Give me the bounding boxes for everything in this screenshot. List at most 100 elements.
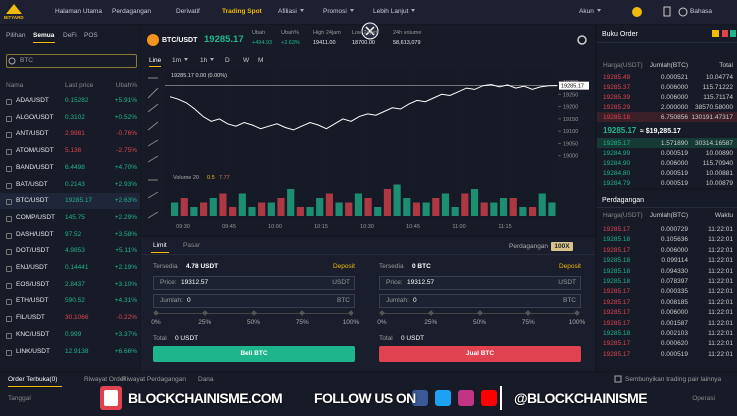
star[interactable] bbox=[6, 215, 12, 222]
total: 0 USDT bbox=[401, 335, 425, 342]
price-line bbox=[169, 83, 558, 131]
star[interactable] bbox=[6, 266, 12, 272]
pair-name: LINK/USDT bbox=[16, 347, 50, 355]
nav-item[interactable]: Derivatif bbox=[176, 8, 200, 15]
star[interactable] bbox=[6, 182, 12, 189]
nav-item[interactable]: Lebih Lanjut bbox=[373, 8, 415, 16]
search-box[interactable] bbox=[6, 54, 137, 68]
volume-bar bbox=[306, 207, 314, 216]
interval[interactable]: 1h bbox=[200, 57, 214, 65]
star[interactable] bbox=[6, 149, 12, 156]
bid-row: 1.571890 bbox=[660, 140, 688, 147]
amount-input[interactable] bbox=[379, 294, 581, 308]
star[interactable] bbox=[6, 99, 12, 105]
change: +4.70% bbox=[114, 163, 137, 171]
volume-bar bbox=[519, 207, 527, 216]
star[interactable] bbox=[6, 332, 12, 339]
chart-type[interactable]: Line bbox=[149, 57, 162, 64]
orders-tab[interactable]: Order Terbuka(0) bbox=[8, 376, 58, 383]
change: +2.63% bbox=[114, 197, 137, 205]
stat-value: 58,613,079 bbox=[393, 40, 421, 46]
change: +5.11% bbox=[115, 247, 137, 255]
nav-item[interactable]: Trading Spot bbox=[222, 8, 262, 15]
asks-view-icon[interactable] bbox=[722, 30, 728, 37]
price-input[interactable] bbox=[153, 276, 355, 290]
nav-item[interactable]: Perdagangan bbox=[112, 8, 152, 15]
nav-item[interactable]: Halaman Utama bbox=[55, 8, 102, 15]
submit-button[interactable] bbox=[379, 346, 581, 362]
language-menu[interactable]: Bahasa bbox=[690, 8, 713, 15]
order-tab[interactable]: Limit bbox=[153, 242, 167, 249]
interval[interactable]: 1m bbox=[172, 57, 188, 65]
last-price: 0.15282 bbox=[65, 97, 89, 104]
ask-row: 6.750856 bbox=[660, 114, 688, 121]
volume-bar bbox=[528, 207, 537, 216]
order-tab[interactable]: Pasar bbox=[183, 242, 200, 249]
deposit-link[interactable]: Deposit bbox=[332, 263, 355, 270]
trade-row: 11:22:01 bbox=[708, 278, 733, 285]
nav-item[interactable]: Promosi bbox=[323, 8, 354, 16]
price-input[interactable] bbox=[379, 276, 581, 290]
interval[interactable]: M bbox=[258, 57, 264, 64]
market-tab[interactable]: Pilihan bbox=[6, 32, 26, 39]
ask-depth bbox=[597, 112, 737, 122]
input-value: 0 bbox=[187, 297, 191, 304]
ask-row: 19285.49 bbox=[603, 74, 631, 81]
hide-checkbox[interactable] bbox=[614, 375, 622, 383]
trade-row: 0.000729 bbox=[660, 226, 688, 233]
orders-column: Operasi bbox=[692, 395, 715, 402]
star[interactable] bbox=[6, 115, 12, 122]
youtube-icon bbox=[481, 390, 497, 406]
volume-bar bbox=[403, 198, 411, 216]
input-value: 0 bbox=[413, 297, 417, 304]
interval[interactable]: W bbox=[243, 57, 250, 64]
star[interactable] bbox=[6, 132, 12, 139]
market-tab[interactable]: DeFi bbox=[63, 32, 77, 39]
x-tick-label: 10:15 bbox=[314, 224, 328, 230]
star[interactable] bbox=[6, 249, 12, 256]
available-label: Tersedia bbox=[153, 263, 178, 270]
market-tab[interactable]: Semua bbox=[33, 32, 55, 39]
submit-label[interactable]: Beli BTC bbox=[240, 350, 268, 357]
orders-tab[interactable]: Riwayat Perdagangan bbox=[122, 376, 186, 383]
trade-row: 11:22:01 bbox=[708, 340, 733, 348]
book-view-icon[interactable] bbox=[712, 30, 719, 37]
change: +2.19% bbox=[114, 264, 137, 271]
market-tab[interactable]: POS bbox=[84, 32, 98, 39]
ask-row: 19285.39 bbox=[603, 94, 631, 101]
volume-bar bbox=[383, 189, 392, 216]
column-header: Total bbox=[719, 62, 733, 69]
orders-tab[interactable]: Riwayat Order bbox=[84, 376, 126, 383]
volume-bar bbox=[171, 202, 179, 216]
volume-bar bbox=[209, 198, 217, 216]
stat-value: +494.93 bbox=[252, 40, 273, 46]
star[interactable] bbox=[6, 349, 12, 356]
star[interactable] bbox=[6, 199, 12, 206]
pair-name: BTC/USDT bbox=[16, 197, 49, 205]
star[interactable] bbox=[6, 316, 12, 323]
ask-row: 115.71222 bbox=[702, 84, 733, 91]
submit-button[interactable] bbox=[153, 346, 355, 362]
interval[interactable]: D bbox=[225, 57, 230, 64]
download-icon bbox=[663, 6, 671, 17]
bid-row: 0.000519 bbox=[660, 150, 688, 157]
account-menu[interactable]: Akun bbox=[579, 8, 601, 16]
amount-input[interactable] bbox=[153, 294, 355, 308]
volume-bar bbox=[548, 202, 556, 216]
star[interactable] bbox=[6, 232, 12, 239]
volume-bar bbox=[461, 193, 469, 216]
deposit-link[interactable]: Deposit bbox=[558, 263, 581, 270]
orders-tab[interactable]: Dana bbox=[198, 376, 214, 383]
column-header: Waktu bbox=[714, 212, 733, 219]
star[interactable] bbox=[6, 165, 12, 172]
nav-item[interactable]: Afiliasi bbox=[278, 8, 304, 16]
bids-view-icon[interactable] bbox=[730, 30, 736, 37]
volume-bar bbox=[480, 202, 488, 216]
star[interactable] bbox=[6, 282, 12, 289]
submit-label[interactable]: Jual BTC bbox=[465, 350, 495, 357]
column-header: Harga(USDT) bbox=[603, 62, 643, 69]
star[interactable] bbox=[6, 299, 12, 306]
trade-row: 19285.18 bbox=[603, 278, 631, 285]
trade-row: 11:22:01 bbox=[708, 319, 733, 327]
slider-percent: 0% bbox=[151, 319, 161, 326]
